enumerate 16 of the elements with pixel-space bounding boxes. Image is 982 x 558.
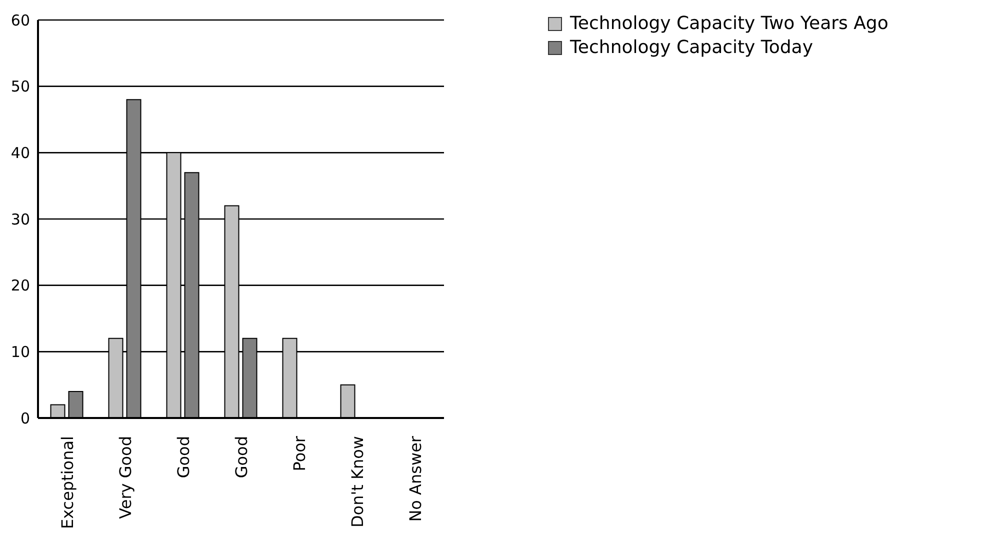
y-tick-label: 60 [10, 11, 30, 30]
x-tick-label: Very Good [116, 436, 135, 519]
y-tick-label: 0 [20, 409, 30, 428]
legend-label: Technology Capacity Today [570, 36, 813, 60]
x-tick-label: Good [232, 436, 251, 478]
y-tick-label: 30 [10, 210, 30, 228]
x-tick-label: Good [174, 436, 193, 478]
legend-label: Technology Capacity Two Years Ago [570, 12, 888, 36]
y-tick-label: 50 [10, 78, 30, 96]
x-tick-label: Don't Know [348, 436, 367, 528]
x-tick-label: Exceptional [58, 436, 77, 529]
x-tick-label: No Answer [406, 436, 425, 522]
y-tick-label: 40 [10, 144, 30, 162]
y-tick-label: 10 [10, 342, 30, 361]
x-tick-label: Poor [290, 436, 309, 472]
y-tick-label: 20 [10, 276, 30, 295]
